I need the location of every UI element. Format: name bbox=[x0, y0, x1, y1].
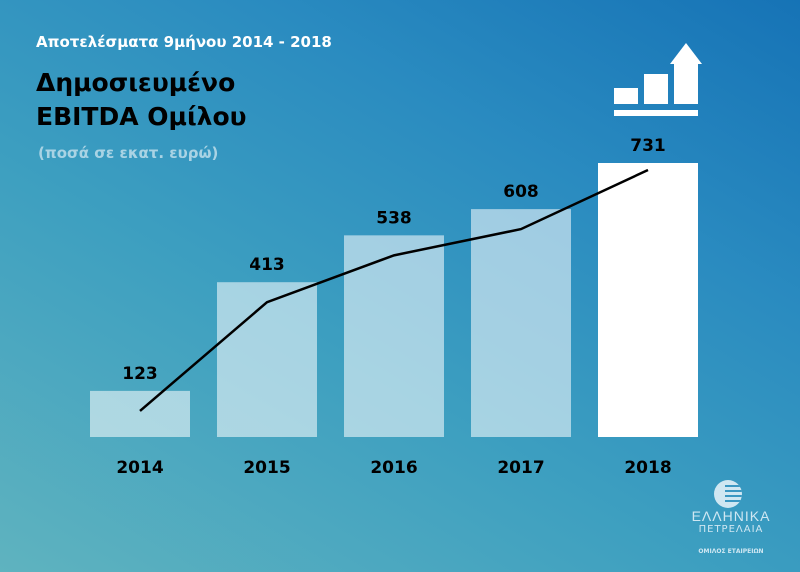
data-label-2014: 123 bbox=[122, 364, 158, 384]
globe-logo-icon bbox=[714, 480, 742, 508]
company-logo: ΕΛΛΗΝΙΚΑ ΠΕΤΡΕΛΑΙΑ ΟΜΙΛΟΣ ΕΤΑΙΡΕΙΩΝ bbox=[676, 480, 786, 555]
bar-2014 bbox=[90, 390, 190, 437]
data-label-2016: 538 bbox=[376, 208, 412, 228]
unit-label: (ποσά σε εκατ. ευρώ) bbox=[38, 144, 219, 162]
logo-line-1: ΕΛΛΗΝΙΚΑ bbox=[691, 508, 771, 524]
bar-2018 bbox=[598, 163, 698, 437]
page-title: Δημοσιευμένο EBITDA Ομίλου bbox=[36, 66, 247, 134]
logo-line-2: ΠΕΤΡΕΛΑΙΑ bbox=[698, 524, 764, 535]
data-label-2018: 731 bbox=[630, 136, 666, 156]
subtitle: Αποτελέσματα 9μήνου 2014 - 2018 bbox=[36, 33, 332, 51]
bar-2017 bbox=[471, 209, 571, 437]
data-label-2017: 608 bbox=[503, 182, 539, 202]
x-tick-2015: 2015 bbox=[243, 458, 290, 478]
title-line-1: Δημοσιευμένο bbox=[36, 68, 236, 97]
title-line-2: EBITDA Ομίλου bbox=[36, 102, 247, 131]
bar-2016 bbox=[344, 235, 444, 437]
trend-line bbox=[139, 168, 649, 412]
data-label-2015: 413 bbox=[249, 255, 285, 275]
x-tick-2014: 2014 bbox=[116, 458, 163, 478]
bar-chart-growth-icon bbox=[614, 43, 702, 116]
x-tick-2018: 2018 bbox=[624, 458, 671, 478]
bar-2015 bbox=[217, 282, 317, 437]
logo-line-3: ΟΜΙΛΟΣ ΕΤΑΙΡΕΙΩΝ bbox=[698, 548, 764, 555]
x-tick-2017: 2017 bbox=[497, 458, 544, 478]
x-tick-2016: 2016 bbox=[370, 458, 417, 478]
